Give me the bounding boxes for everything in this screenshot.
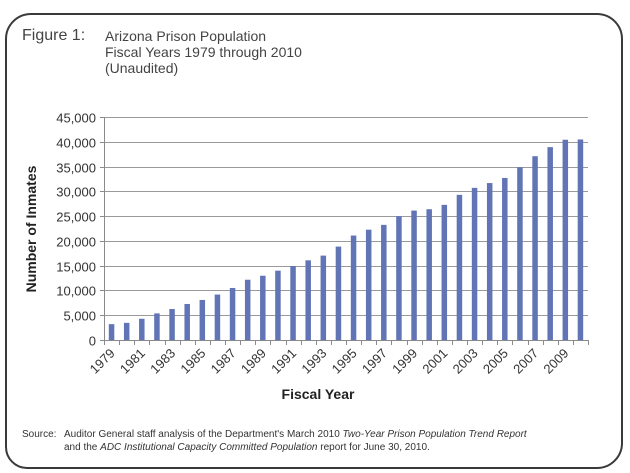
y-tick-label: 15,000 [56, 260, 96, 275]
x-tick-label: 1979 [87, 346, 118, 377]
bar-1995 [350, 235, 357, 340]
bar-2002 [456, 194, 463, 340]
x-axis-title: Fiscal Year [282, 386, 355, 402]
bar-1993 [320, 255, 327, 340]
bar-1997 [381, 224, 387, 340]
bar-2007 [532, 156, 538, 340]
y-tick-label: 30,000 [56, 185, 96, 200]
gridlines [104, 117, 588, 316]
bar-1989 [260, 275, 266, 340]
bar-1999 [411, 210, 417, 340]
source-line-2-prefix: and the [64, 442, 101, 453]
x-tick-label: 2005 [480, 346, 511, 377]
bar-1980 [123, 322, 130, 340]
bar-2005 [502, 177, 508, 340]
source-line-2-suffix: report for June 30, 2010. [317, 442, 430, 453]
figure-title-line-2: Fiscal Years 1979 through 2010 [105, 44, 302, 60]
bar-2010 [577, 139, 584, 340]
x-tick-label: 1993 [298, 346, 329, 377]
bar-1992 [305, 260, 311, 340]
y-tick-label: 10,000 [56, 284, 96, 299]
bar-1996 [365, 229, 372, 340]
bar-1984 [184, 303, 190, 340]
bar-2003 [471, 187, 478, 340]
bars [108, 139, 584, 340]
bar-2008 [547, 147, 553, 340]
source-text: Auditor General staff analysis of the De… [64, 428, 527, 454]
bar-1988 [244, 279, 251, 340]
y-tick-label: 35,000 [56, 161, 96, 176]
figure-title: Arizona Prison Population Fiscal Years 1… [105, 28, 302, 76]
y-tick-label: 0 [89, 334, 96, 349]
figure-label: Figure 1: [22, 27, 86, 44]
y-tick-label: 40,000 [56, 136, 96, 151]
y-tick-label: 45,000 [56, 111, 96, 126]
bar-1982 [154, 313, 160, 340]
bar-2009 [562, 139, 569, 340]
bar-1985 [199, 299, 206, 340]
bar-1979 [108, 324, 115, 340]
source-line-2: and the ADC Institutional Capacity Commi… [64, 441, 527, 454]
source-report-title-2: ADC Institutional Capacity Committed Pop… [100, 442, 318, 453]
bar-2000 [426, 209, 432, 340]
bar-1981 [139, 318, 145, 340]
bar-2004 [486, 183, 493, 340]
source-label: Source: [22, 429, 57, 440]
x-tick-label: 1999 [389, 346, 420, 377]
x-tick-label: 2001 [419, 346, 450, 377]
y-tick-label: 5,000 [63, 309, 96, 324]
y-tick-labels: 0 5,000 10,000 15,000 20,000 25,000 30,000 35,0… [56, 111, 96, 349]
x-tick-label: 1995 [329, 346, 360, 377]
bar-1987 [229, 287, 236, 340]
y-axis-title: Number of Inmates [23, 165, 39, 292]
x-tick-label: 2007 [510, 346, 541, 377]
bar-1990 [275, 270, 281, 340]
x-tick-label: 1997 [359, 346, 390, 377]
x-tick-label: 2009 [540, 346, 571, 377]
source-report-title-1: Two-Year Prison Population Trend Report [342, 429, 527, 440]
bar-2001 [441, 204, 448, 340]
figure-title-line-1: Arizona Prison Population [105, 28, 267, 44]
axes [100, 117, 589, 345]
figure-frame [5, 13, 623, 469]
x-tick-label: 1981 [117, 346, 148, 377]
x-tick-label: 2003 [450, 346, 481, 377]
figure-title-line-3: (Unaudited) [105, 60, 179, 76]
x-tick-label: 1991 [268, 346, 299, 377]
source-line-1-text: Auditor General staff analysis of the De… [64, 429, 343, 440]
bar-2006 [517, 167, 523, 340]
x-tick-labels: 1979 1981 1983 1985 1987 1989 1991 1993 1995 1997… [87, 346, 572, 377]
x-tick-label: 1985 [177, 346, 208, 377]
bar-1986 [214, 294, 221, 340]
y-tick-label: 25,000 [56, 210, 96, 225]
x-tick-label: 1989 [238, 346, 269, 377]
bar-1998 [396, 216, 402, 340]
x-tick-label: 1987 [208, 346, 239, 377]
y-tick-label: 20,000 [56, 235, 96, 250]
bar-1991 [290, 266, 296, 340]
source-line-1: Auditor General staff analysis of the De… [64, 428, 527, 441]
bar-1994 [335, 246, 342, 340]
x-tick-label: 1983 [147, 346, 178, 377]
bar-1983 [169, 309, 175, 340]
